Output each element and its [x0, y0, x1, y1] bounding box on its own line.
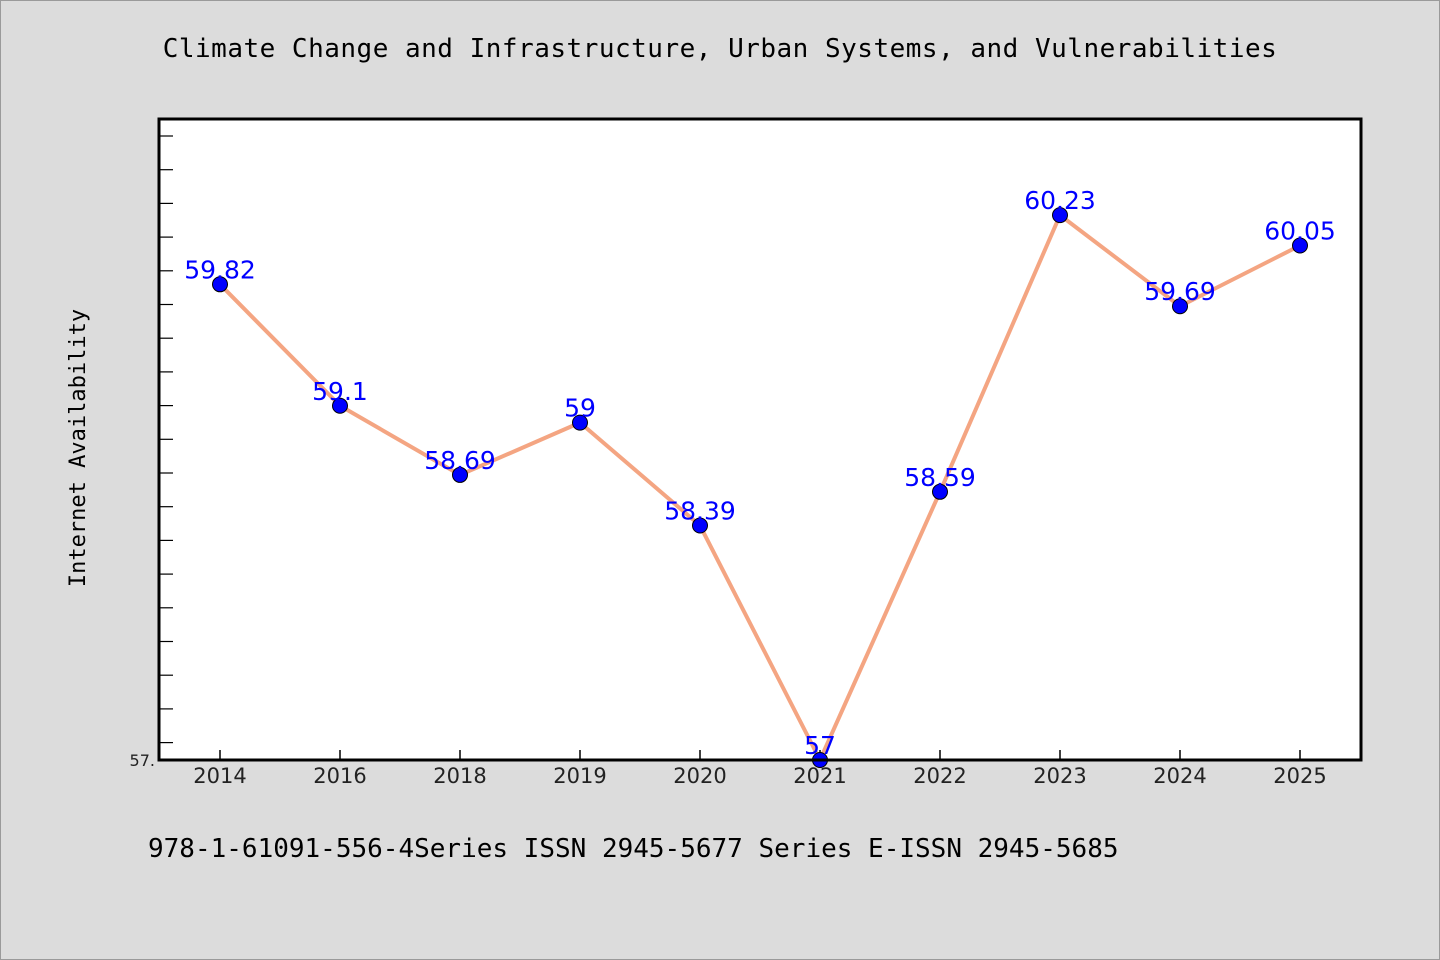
data-label: 59.1: [312, 377, 368, 406]
data-point: [452, 466, 468, 483]
data-point: [692, 517, 708, 534]
x-tick-label: 2021: [793, 764, 846, 788]
data-label: 59.82: [184, 255, 256, 284]
y-tick-label: 57.: [130, 751, 155, 770]
data-label: 58.59: [904, 463, 976, 492]
x-tick-labels: 2014 2016 2018 2019 2020 2021 2022 2023 2024 2025: [193, 764, 1326, 788]
data-label: 60.23: [1024, 186, 1096, 215]
x-tick-label: 2023: [1033, 764, 1086, 788]
x-tick-label: 2014: [193, 764, 246, 788]
x-tick-label: 2025: [1273, 764, 1326, 788]
series-line: [218, 213, 1302, 762]
data-point: [1052, 207, 1068, 224]
data-label: 57: [804, 731, 836, 760]
data-label: 58.69: [424, 446, 496, 475]
x-tick-label: 2022: [913, 764, 966, 788]
y-minor-ticks: [159, 135, 173, 744]
data-label: 59: [564, 394, 596, 423]
x-tick-label: 2016: [313, 764, 366, 788]
plot-area: [159, 119, 1361, 760]
data-point: [1172, 298, 1188, 315]
data-label: 59.69: [1144, 277, 1216, 306]
data-label: 60.05: [1264, 217, 1336, 246]
chart-title: Climate Change and Infrastructure, Urban…: [162, 34, 1278, 64]
data-point: [572, 414, 588, 431]
data-point: [1292, 237, 1308, 254]
data-point: [332, 397, 348, 414]
footer-note: 978-1-61091-556-4Series ISSN 2945-5677 S…: [148, 834, 1119, 864]
data-point: [212, 276, 228, 293]
x-tick-label: 2019: [553, 764, 606, 788]
data-labels-group: 59.82 59.1 58.69 59 58.39 57 58.59 60.23 59.69 60…: [184, 186, 1336, 760]
x-tick-label: 2018: [433, 764, 486, 788]
data-label: 58.39: [664, 497, 736, 526]
plot-border: [157, 117, 1363, 762]
x-tick-label: 2024: [1153, 764, 1206, 788]
y-axis-label: Internet Availability: [66, 309, 91, 587]
series-line-group: [218, 213, 1302, 762]
x-tick-label: 2020: [673, 764, 726, 788]
data-point: [932, 483, 948, 500]
